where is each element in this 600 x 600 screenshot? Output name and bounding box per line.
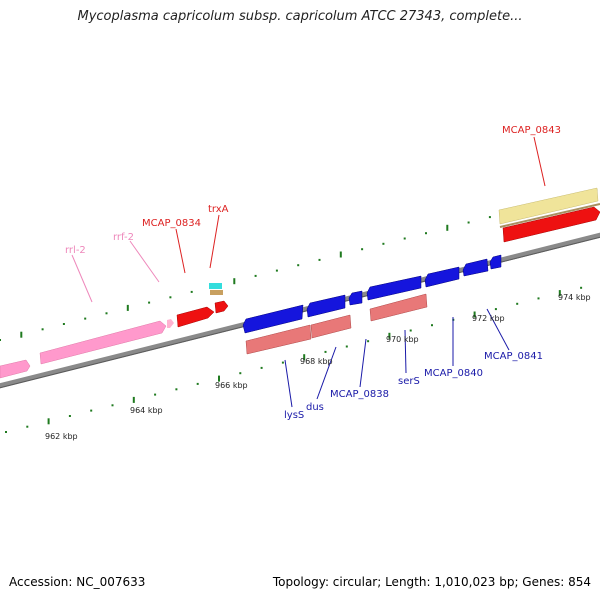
minor-tick [275,269,278,272]
major-tick [339,251,342,258]
minor-tick [154,393,157,396]
minor-tick [254,274,257,277]
gene-label-mcap-0843[interactable]: MCAP_0843 [502,125,561,136]
gene-label-rrf-2[interactable]: rrf-2 [113,232,134,243]
major-tick [446,224,449,231]
kbp-label-966: 966 kbp [215,381,248,390]
major-tick [132,396,135,403]
minor-tick [467,221,470,224]
minor-tick [431,324,433,327]
major-tick [218,375,220,382]
mcap-0841-gene-arrow[interactable] [462,258,489,277]
minor-tick [361,248,364,251]
small-cyan-feature[interactable] [209,283,222,289]
minor-tick [68,415,71,417]
mcap-0840-gene-arrow[interactable] [424,266,460,288]
minor-tick [403,237,406,240]
minor-tick [0,339,1,341]
minor-tick [196,382,199,385]
minor-tick [169,296,172,299]
minor-tick [260,366,263,369]
mcap-0834-gene-arrow[interactable] [176,306,215,328]
dus-gene-arrow[interactable] [306,294,346,318]
kbp-label-964: 964 kbp [130,406,163,415]
major-tick [47,418,50,425]
mcap-0843-gene-arrow[interactable] [502,206,600,243]
small-tan-feature[interactable] [210,290,223,295]
trxa-gene-arrow[interactable] [214,300,229,314]
mcap-0838-gene-arrow[interactable] [348,290,363,306]
minor-tick [105,312,108,315]
lyss-cds-bar[interactable] [245,324,312,355]
major-tick [473,311,476,318]
rrf-2-rna-arrow[interactable] [39,320,167,365]
minor-tick [84,317,87,320]
kbp-label-970: 970 kbp [386,335,419,344]
minor-tick [26,425,29,428]
leader-lines [71,136,546,408]
map-title: Mycoplasma capricolum subsp. capricolum … [77,9,523,24]
accession-text: Accession: NC_007633 [9,575,146,589]
gene-label-mcap-0841[interactable]: MCAP_0841 [484,351,543,362]
minor-tick [488,216,491,219]
features [0,187,600,379]
gene-label-sers[interactable]: serS [398,376,420,387]
genome-summary-text: Topology: circular; Length: 1,010,023 bp… [272,575,591,589]
kbp-label-968: 968 kbp [300,357,333,366]
lyss-gene-arrow[interactable] [242,304,304,334]
sers-cds-bar[interactable] [369,293,428,322]
rrl-2-rna-arrow[interactable] [0,359,31,379]
minor-tick [239,372,242,375]
minor-tick [5,431,7,433]
gene-label-rrl-2[interactable]: rrl-2 [65,245,86,256]
minor-tick [367,340,370,343]
minor-tick [516,302,519,305]
minor-tick [494,308,497,311]
minor-tick [90,409,93,412]
minor-tick [318,258,321,261]
gene-label-mcap-0840[interactable]: MCAP_0840 [424,368,483,379]
minor-tick [409,329,412,332]
minor-tick [425,232,427,235]
kbp-label-972: 972 kbp [472,314,505,323]
minor-tick [345,345,348,348]
minor-tick [580,286,583,289]
minor-tick [297,264,300,267]
small-rna-arrow[interactable] [167,319,174,328]
gene-label-mcap-0834[interactable]: MCAP_0834 [142,218,201,229]
major-tick [303,354,306,361]
gene-label-trxa[interactable]: trxA [208,204,229,215]
major-tick [388,332,391,339]
gene-label-mcap-0838[interactable]: MCAP_0838 [330,389,389,400]
kbp-label-974: 974 kbp [558,293,591,302]
minor-tick [62,323,65,325]
major-tick [233,278,236,285]
minor-tick [281,361,284,364]
mcap-0843-yellow-bar[interactable] [498,187,599,225]
gene-label-lyss[interactable]: lysS [284,410,304,421]
dus-cds-bar[interactable] [310,314,352,339]
minor-tick [537,297,540,300]
small-blue-gene-arrow[interactable] [489,254,502,270]
kbp-label-962: 962 kbp [45,432,78,441]
major-tick [126,304,129,311]
gene-label-dus[interactable]: dus [306,402,324,413]
minor-tick [324,350,327,353]
minor-tick [111,404,114,407]
minor-tick [382,242,385,245]
major-tick [558,290,561,297]
major-tick [20,331,23,338]
minor-tick [148,301,151,304]
minor-tick [190,290,193,293]
minor-tick [175,388,178,391]
minor-tick [41,328,44,331]
sers-gene-arrow[interactable] [366,275,422,301]
